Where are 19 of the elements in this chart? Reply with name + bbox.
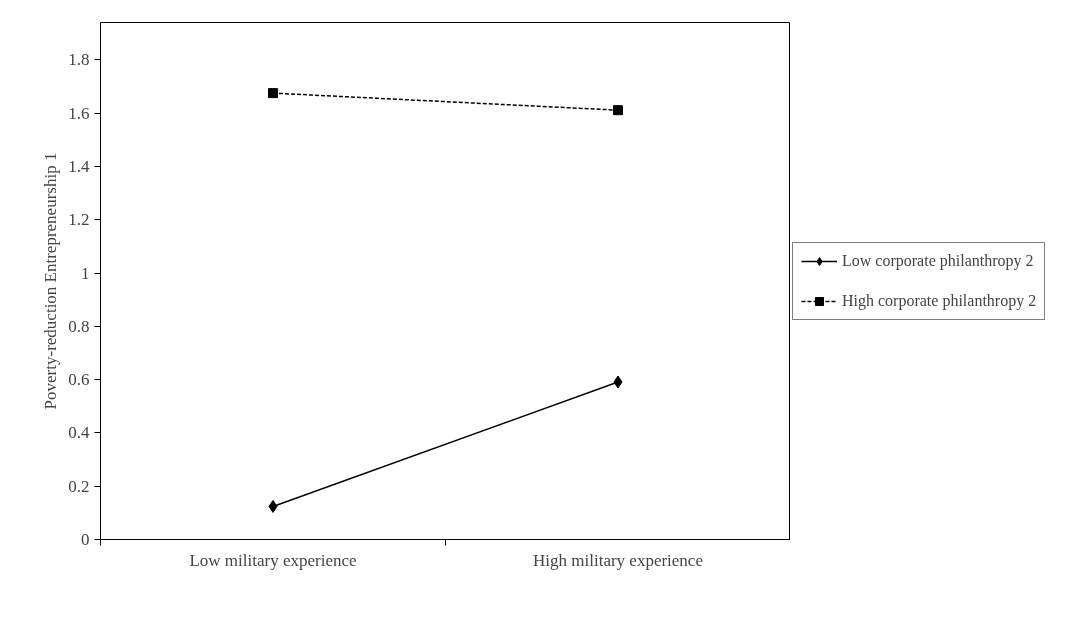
legend-label: High corporate philanthropy 2: [842, 291, 1037, 310]
y-tick-label: 1.4: [68, 156, 90, 176]
y-tick-label: 1.8: [68, 50, 90, 70]
y-tick-label: 0.6: [68, 370, 90, 390]
point: [268, 499, 278, 513]
y-tick-label: 0.2: [68, 476, 90, 496]
point: [613, 105, 623, 116]
y-tick-label: 0.8: [68, 316, 90, 336]
legend-label: Low corporate philanthropy 2: [842, 251, 1034, 270]
y-tick-label: 0: [81, 530, 90, 549]
x-tick-label: High military experience: [533, 550, 703, 570]
y-tick-label: 1.6: [68, 103, 90, 123]
point: [268, 88, 278, 99]
y-tick-label: 1.2: [68, 210, 90, 230]
x-tick-label: Low military experience: [189, 550, 357, 570]
y-axis-title: Poverty-reduction Entrepreneurship 1: [41, 152, 61, 410]
point: [613, 375, 623, 389]
y-tick-label: 0.4: [68, 423, 90, 443]
y-tick-label: 1: [81, 263, 90, 283]
